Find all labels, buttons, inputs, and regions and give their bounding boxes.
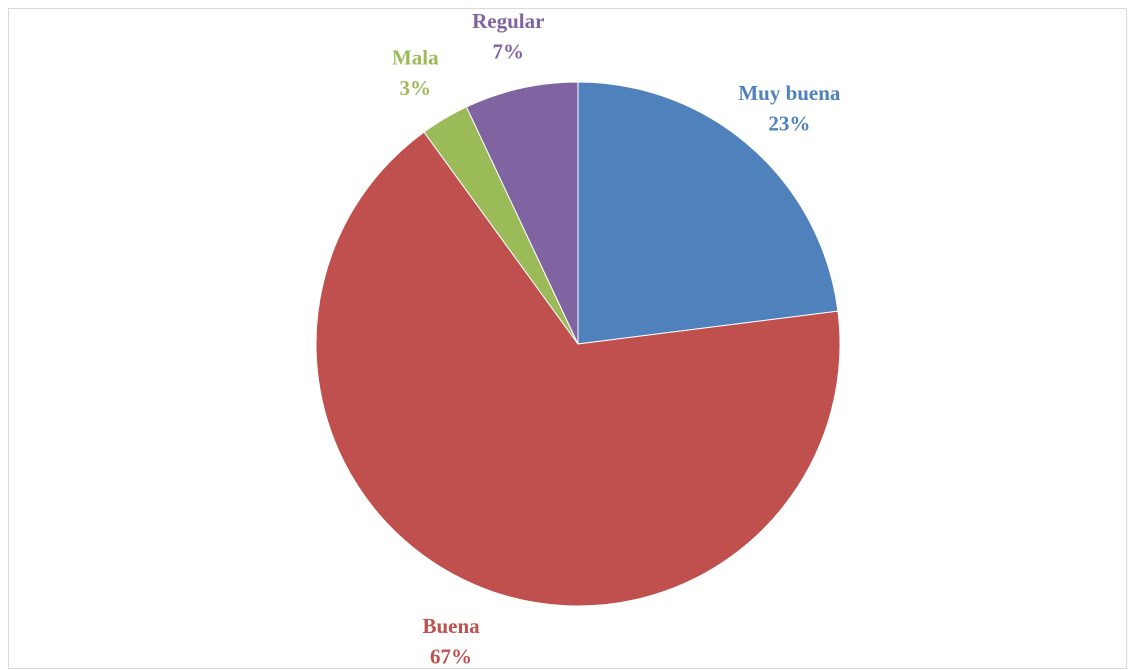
data-label: Regular 7% <box>472 9 544 63</box>
pie-slice <box>315 131 841 607</box>
value-label: 3% <box>400 76 432 100</box>
value-label: 67% <box>430 645 472 669</box>
pie-slice <box>577 81 839 345</box>
data-label: Buena 67% <box>422 614 480 668</box>
category-label: Regular <box>472 9 544 33</box>
data-label: Mala 3% <box>392 46 439 100</box>
category-label: Mala <box>392 46 439 70</box>
data-label: Muy buena 23% <box>738 81 841 135</box>
category-label: Buena <box>422 614 480 638</box>
category-label: Muy buena <box>738 81 841 105</box>
value-label: 7% <box>493 39 525 63</box>
value-label: 23% <box>768 111 810 135</box>
pie-slice <box>465 81 579 345</box>
